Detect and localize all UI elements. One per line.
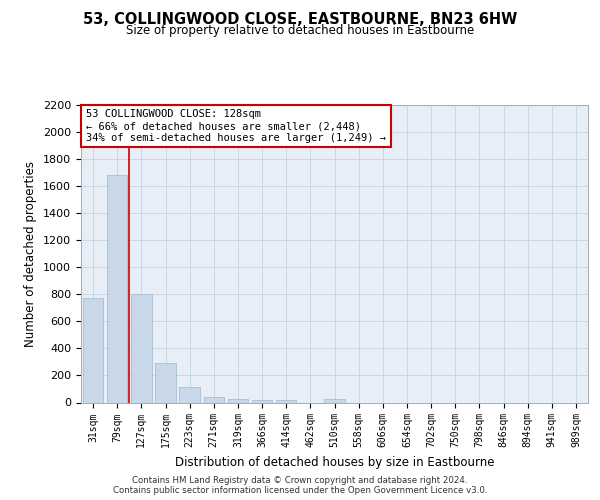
Bar xyxy=(324,399,345,402)
Bar xyxy=(252,400,272,402)
Bar xyxy=(203,397,224,402)
Bar xyxy=(107,176,127,402)
Text: Size of property relative to detached houses in Eastbourne: Size of property relative to detached ho… xyxy=(126,24,474,37)
Bar xyxy=(227,399,248,402)
Bar xyxy=(131,294,152,403)
Text: Contains HM Land Registry data © Crown copyright and database right 2024.
Contai: Contains HM Land Registry data © Crown c… xyxy=(113,476,487,495)
Bar xyxy=(276,400,296,402)
Y-axis label: Number of detached properties: Number of detached properties xyxy=(25,161,37,347)
Bar xyxy=(83,298,103,403)
Bar xyxy=(179,387,200,402)
Text: 53, COLLINGWOOD CLOSE, EASTBOURNE, BN23 6HW: 53, COLLINGWOOD CLOSE, EASTBOURNE, BN23 … xyxy=(83,12,517,28)
Bar xyxy=(155,362,176,403)
X-axis label: Distribution of detached houses by size in Eastbourne: Distribution of detached houses by size … xyxy=(175,456,494,469)
Text: 53 COLLINGWOOD CLOSE: 128sqm
← 66% of detached houses are smaller (2,448)
34% of: 53 COLLINGWOOD CLOSE: 128sqm ← 66% of de… xyxy=(86,110,386,142)
